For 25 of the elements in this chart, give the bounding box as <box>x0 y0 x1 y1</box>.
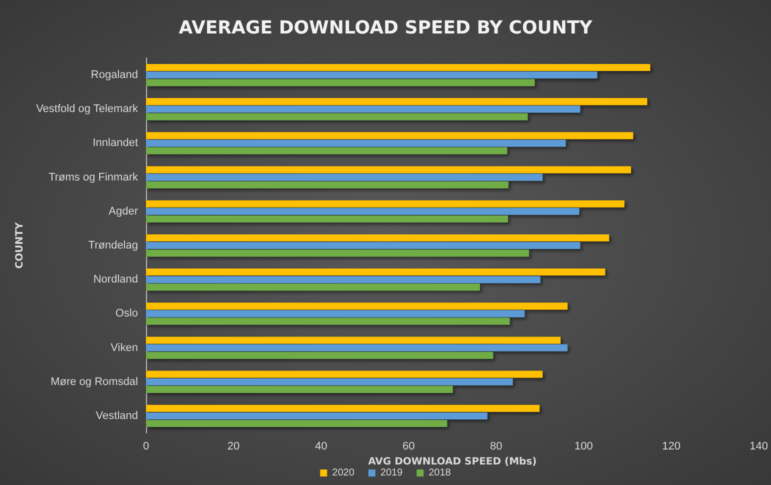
y-axis-title: COUNTY <box>14 222 26 269</box>
y-tick-label: Trøms og Finmark <box>48 171 138 184</box>
y-tick-label: Møre og Romsdal <box>50 376 138 388</box>
x-tick-label: 20 <box>227 440 240 452</box>
y-tick-label: Viken <box>110 342 138 354</box>
y-tick-label: Oslo <box>115 308 138 320</box>
chart-title: AVERAGE DOWNLOAD SPEED BY COUNTY <box>178 18 594 38</box>
x-tick-label: 80 <box>490 440 502 452</box>
x-tick-label: 120 <box>662 440 680 452</box>
y-tick-label: Vestland <box>96 410 138 422</box>
x-axis-title: AVG DOWNLOAD SPEED (Mbs) <box>368 456 537 468</box>
x-tick-label: 140 <box>750 440 768 452</box>
x-tick-label: 60 <box>402 440 415 452</box>
y-tick-label: Agder <box>108 205 138 218</box>
y-tick-label: Trøndelag <box>88 240 138 252</box>
y-tick-label: Rogaland <box>90 69 138 82</box>
x-tick-label: 100 <box>574 440 593 452</box>
y-tick-label: Vestfold og Telemark <box>36 103 138 116</box>
y-tick-label: Nordland <box>93 274 138 286</box>
x-tick-label: 0 <box>142 440 150 452</box>
legend-label: 2019 <box>380 468 404 478</box>
y-tick-label: Innlandet <box>92 137 138 150</box>
x-tick-label: 40 <box>314 440 328 452</box>
legend-label: 2020 <box>332 468 355 478</box>
legend-label: 2018 <box>428 468 452 478</box>
